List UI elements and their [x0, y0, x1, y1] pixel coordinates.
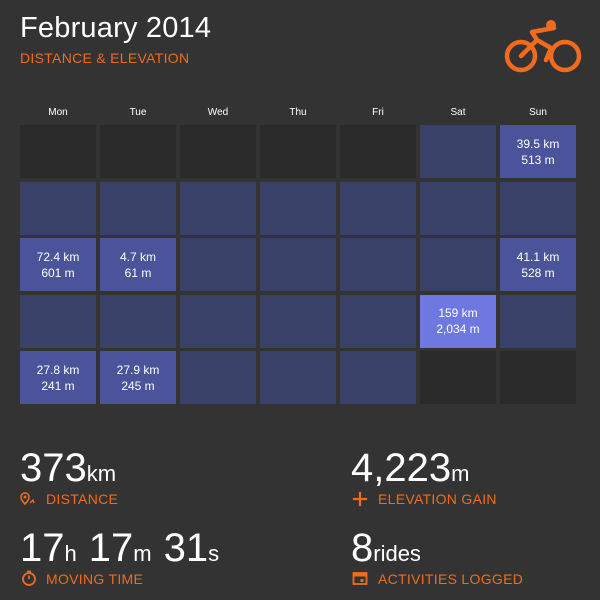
stopwatch-icon [22, 570, 36, 586]
day-elevation: 528 m [521, 265, 555, 280]
day-distance: 39.5 km [516, 136, 560, 151]
calendar-day-cell [20, 181, 96, 235]
map-pin-icon [20, 492, 35, 506]
day-distance: 72.4 km [36, 249, 80, 264]
distance-unit: km [86, 461, 117, 486]
moving-time-seconds: 31 [163, 526, 209, 570]
calendar-day-cell [180, 238, 256, 291]
distance-stat: 373km [20, 446, 116, 490]
day-elevation: 245 m [121, 378, 155, 393]
elevation-label: ELEVATION GAIN [378, 491, 497, 507]
day-distance: 4.7 km [119, 249, 156, 264]
weekday-label: Sun [529, 107, 547, 118]
calendar-day-cell [180, 351, 256, 404]
minutes-unit: m [133, 541, 152, 566]
calendar-day-cell: 4.7 km 61 m [100, 238, 176, 291]
calendar-day-cell [100, 294, 176, 348]
calendar-day-cell [20, 294, 96, 348]
page-title: February 2014 [20, 12, 212, 44]
calendar-day-cell [420, 351, 496, 404]
weekday-label: Tue [129, 107, 147, 118]
weekday-label: Fri [372, 107, 384, 118]
activities-label: ACTIVITIES LOGGED [378, 571, 524, 587]
calendar-day-cell [180, 181, 256, 235]
calendar-day-cell [260, 351, 336, 404]
weekday-label: Wed [207, 107, 229, 118]
calendar-day-cell [180, 294, 256, 348]
day-elevation: 61 m [124, 265, 152, 280]
cyclist-icon [504, 20, 582, 73]
calendar-day-cell [340, 238, 416, 291]
calendar-day-cell: 41.1 km 528 m [500, 238, 576, 291]
calendar-day-cell [100, 181, 176, 235]
day-distance: 159 km [438, 306, 478, 320]
calendar-day-cell: 27.8 km 241 m [20, 351, 96, 404]
moving-time-minutes: 17 [88, 526, 134, 570]
weekday-label: Thu [289, 107, 307, 118]
day-distance: 27.8 km [36, 362, 80, 377]
calendar-day-cell [260, 125, 336, 178]
activities-unit: rides [373, 541, 421, 566]
calendar-day-cell [20, 125, 96, 178]
calendar-day-cell [340, 294, 416, 348]
moving-time-label: MOVING TIME [46, 571, 144, 587]
day-elevation: 2,034 m [436, 322, 480, 336]
elevation-unit: m [451, 461, 470, 486]
calendar-day-cell [500, 181, 576, 235]
day-elevation: 241 m [41, 378, 75, 393]
calendar-day-cell [260, 181, 336, 235]
day-elevation: 513 m [521, 152, 555, 167]
page-subtitle: DISTANCE & ELEVATION [20, 50, 190, 66]
elevation-value: 4,223 [351, 446, 452, 490]
moving-time-stat: 17h 17m 31s [20, 526, 219, 570]
calendar-day-cell [340, 181, 416, 235]
seconds-unit: s [208, 541, 220, 566]
day-distance: 27.9 km [116, 362, 160, 377]
calendar-day-cell [500, 294, 576, 348]
moving-time-hours: 17 [20, 526, 65, 570]
calendar-day-cell [180, 125, 256, 178]
calendar-day-cell: 72.4 km 601 m [20, 238, 96, 291]
distance-label: DISTANCE [46, 491, 119, 507]
calendar-day-cell [260, 294, 336, 348]
weekday-label: Mon [48, 107, 68, 118]
hours-unit: h [64, 541, 77, 566]
calendar-day-cell: 39.5 km 513 m [500, 125, 576, 178]
calendar-day-cell: 159 km 2,034 m [420, 294, 496, 348]
weekday-label: Sat [450, 107, 466, 118]
activities-value: 8 [351, 526, 374, 570]
calendar-icon [352, 572, 368, 585]
calendar-day-cell [500, 351, 576, 404]
day-elevation: 601 m [41, 265, 75, 280]
calendar-day-cell [420, 238, 496, 291]
calendar-day-cell [340, 125, 416, 178]
weekday-header: Mon Tue Wed Thu Fri Sat Sun [20, 107, 580, 121]
distance-value: 373 [20, 446, 87, 490]
plus-icon [352, 491, 368, 507]
calendar-day-cell [260, 238, 336, 291]
day-distance: 41.1 km [516, 249, 560, 264]
calendar-day-cell [420, 181, 496, 235]
calendar-day-cell [100, 125, 176, 178]
calendar-grid: 39.5 km 513 m 72.4 km 601 m 4.7 km 61 m 41.1 k… [20, 125, 580, 405]
calendar-day-cell: 27.9 km 245 m [100, 351, 176, 404]
activities-stat: 8rides [351, 526, 421, 570]
calendar-day-cell [340, 351, 416, 404]
calendar-day-cell [420, 125, 496, 178]
elevation-stat: 4,223m [351, 446, 469, 490]
